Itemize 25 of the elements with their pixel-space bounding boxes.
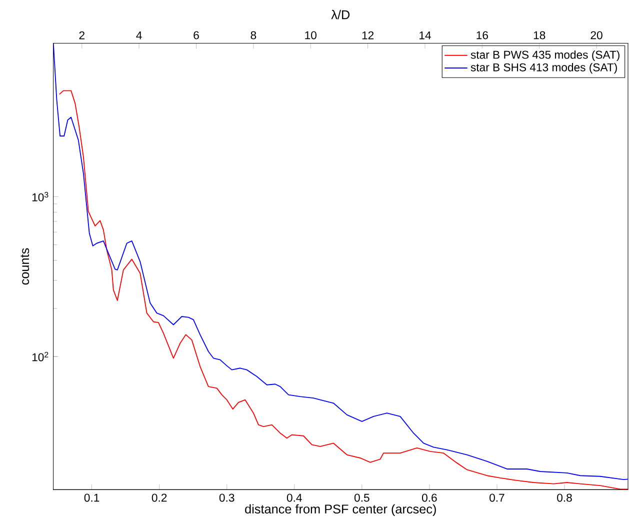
x-tick-label: 0.4 [286, 494, 302, 502]
x2-tick-label: 14 [420, 31, 431, 40]
x2-tick-label: 16 [476, 31, 488, 40]
x-tick-label: 0.6 [422, 494, 437, 502]
x2-tick-label: 2 [79, 31, 84, 40]
x-tick-label: 0.3 [219, 494, 234, 502]
x2-tick-label: 10 [305, 31, 316, 40]
legend-label: star B PWS 435 modes (SAT) [470, 50, 620, 62]
x2-tick-label: 18 [534, 31, 546, 40]
x2-tick-label: 6 [194, 31, 199, 40]
x2-tick-label: 8 [250, 31, 256, 40]
x2-axis-title: λ/D [331, 10, 350, 20]
x-tick-label: 0.2 [152, 494, 167, 502]
y-tick-label: 10$^{2}$ [32, 352, 48, 362]
x-tick-label: 0.1 [84, 494, 100, 502]
x-axis-title: distance from PSF center (arcsec) [245, 504, 436, 516]
x2-tick-label: 12 [362, 31, 374, 40]
x-tick-label: 0.5 [354, 494, 370, 502]
y-axis-title: counts [20, 248, 30, 285]
x2-tick-label: 20 [590, 31, 602, 40]
legend-label: star B SHS 413 modes (SAT) [470, 63, 617, 74]
x-tick-label: 0.8 [557, 494, 572, 502]
y-tick-label: 10$^{3}$ [32, 192, 48, 202]
x-tick-label: 0.7 [490, 494, 504, 502]
x2-tick-label: 4 [136, 31, 142, 40]
